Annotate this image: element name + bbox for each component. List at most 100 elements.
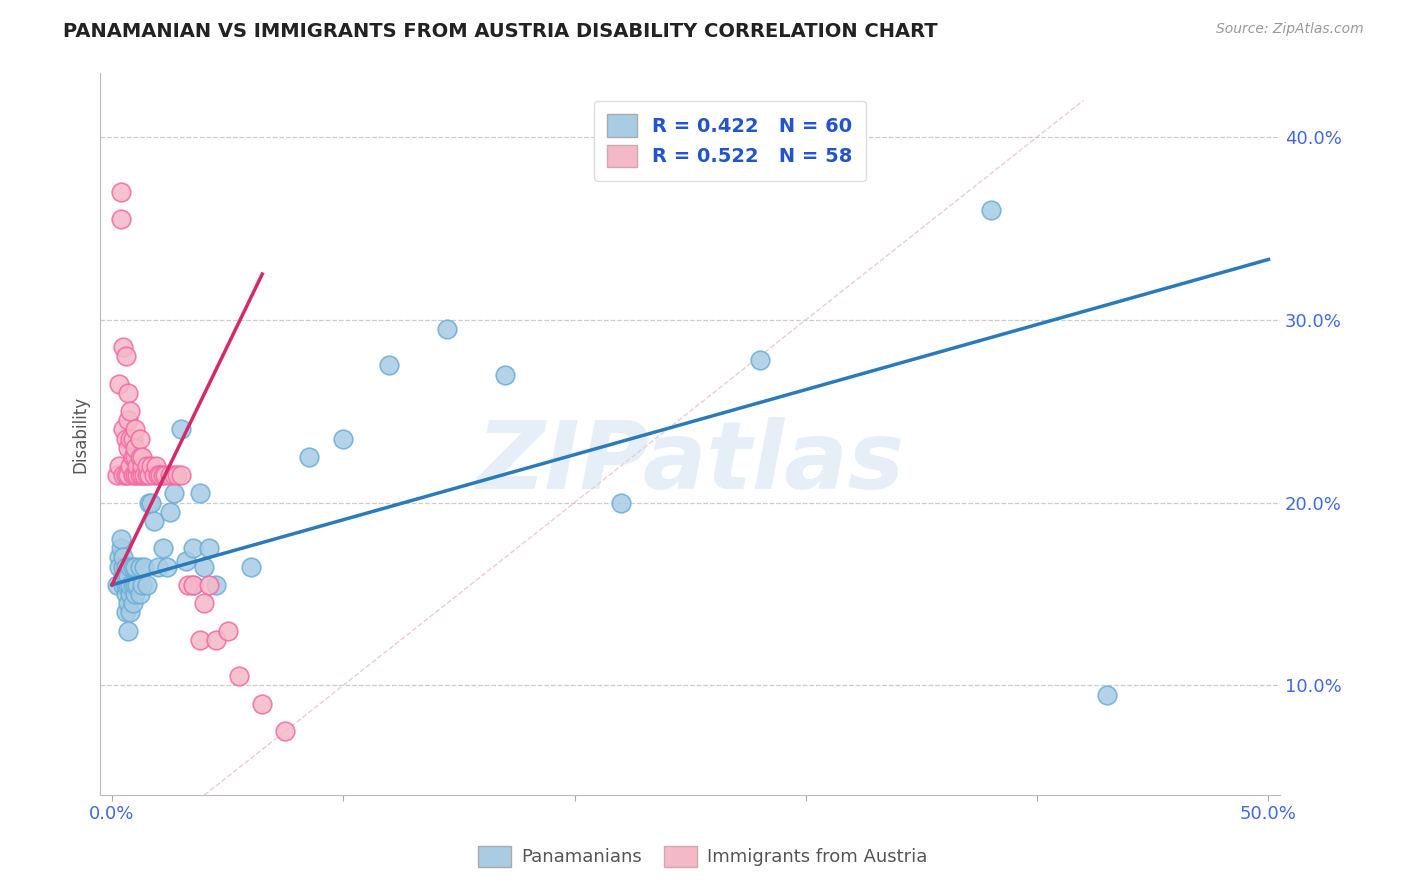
Point	[239, 559, 262, 574]
Point	[217, 624, 239, 638]
Point	[494, 368, 516, 382]
Point	[128, 587, 150, 601]
Point	[152, 468, 174, 483]
Text: Source: ZipAtlas.com: Source: ZipAtlas.com	[1216, 22, 1364, 37]
Point	[121, 450, 143, 464]
Point	[188, 632, 211, 647]
Point	[131, 468, 153, 483]
Point	[117, 468, 139, 483]
Point	[131, 450, 153, 464]
Point	[135, 468, 157, 483]
Point	[152, 541, 174, 556]
Point	[177, 578, 200, 592]
Point	[121, 578, 143, 592]
Point	[121, 559, 143, 574]
Point	[193, 596, 215, 610]
Point	[117, 385, 139, 400]
Point	[297, 450, 319, 464]
Point	[980, 203, 1002, 218]
Point	[110, 185, 132, 199]
Point	[112, 578, 135, 592]
Point	[120, 587, 142, 601]
Point	[114, 568, 136, 582]
Point	[228, 669, 250, 683]
Point	[141, 458, 163, 473]
Point	[117, 441, 139, 455]
Legend: R = 0.422   N = 60, R = 0.522   N = 58: R = 0.422 N = 60, R = 0.522 N = 58	[593, 101, 866, 181]
Point	[124, 450, 146, 464]
Point	[112, 568, 135, 582]
Point	[105, 578, 128, 592]
Point	[124, 559, 146, 574]
Point	[124, 422, 146, 436]
Point	[135, 578, 157, 592]
Point	[436, 322, 458, 336]
Point	[159, 505, 181, 519]
Point	[135, 458, 157, 473]
Point	[117, 578, 139, 592]
Point	[114, 432, 136, 446]
Point	[153, 468, 176, 483]
Point	[174, 554, 197, 568]
Point	[110, 212, 132, 227]
Point	[198, 578, 221, 592]
Point	[127, 578, 149, 592]
Point	[138, 468, 160, 483]
Point	[114, 349, 136, 363]
Point	[127, 458, 149, 473]
Text: PANAMANIAN VS IMMIGRANTS FROM AUSTRIA DISABILITY CORRELATION CHART: PANAMANIAN VS IMMIGRANTS FROM AUSTRIA DI…	[63, 22, 938, 41]
Point	[120, 559, 142, 574]
Point	[120, 458, 142, 473]
Point	[117, 596, 139, 610]
Point	[138, 495, 160, 509]
Point	[112, 468, 135, 483]
Point	[121, 468, 143, 483]
Point	[108, 550, 131, 565]
Point	[120, 578, 142, 592]
Point	[145, 458, 167, 473]
Point	[193, 559, 215, 574]
Point	[120, 404, 142, 418]
Point	[128, 432, 150, 446]
Point	[108, 458, 131, 473]
Point	[198, 541, 221, 556]
Point	[121, 596, 143, 610]
Point	[128, 559, 150, 574]
Point	[117, 624, 139, 638]
Point	[124, 587, 146, 601]
Point	[108, 559, 131, 574]
Point	[114, 587, 136, 601]
Point	[124, 578, 146, 592]
Point	[188, 486, 211, 500]
Point	[166, 468, 188, 483]
Point	[105, 468, 128, 483]
Point	[1095, 688, 1118, 702]
Point	[112, 559, 135, 574]
Point	[124, 441, 146, 455]
Y-axis label: Disability: Disability	[72, 395, 89, 473]
Point	[149, 468, 172, 483]
Point	[114, 468, 136, 483]
Point	[120, 605, 142, 619]
Point	[120, 432, 142, 446]
Point	[110, 541, 132, 556]
Point	[148, 468, 170, 483]
Point	[114, 559, 136, 574]
Point	[148, 559, 170, 574]
Point	[170, 422, 193, 436]
Point	[205, 578, 228, 592]
Point	[112, 550, 135, 565]
Point	[181, 541, 204, 556]
Point	[181, 578, 204, 592]
Point	[159, 468, 181, 483]
Point	[205, 632, 228, 647]
Point	[114, 578, 136, 592]
Point	[610, 495, 633, 509]
Legend: Panamanians, Immigrants from Austria: Panamanians, Immigrants from Austria	[471, 838, 935, 874]
Point	[134, 559, 156, 574]
Point	[112, 340, 135, 354]
Point	[112, 422, 135, 436]
Point	[127, 468, 149, 483]
Point	[332, 432, 354, 446]
Point	[110, 532, 132, 546]
